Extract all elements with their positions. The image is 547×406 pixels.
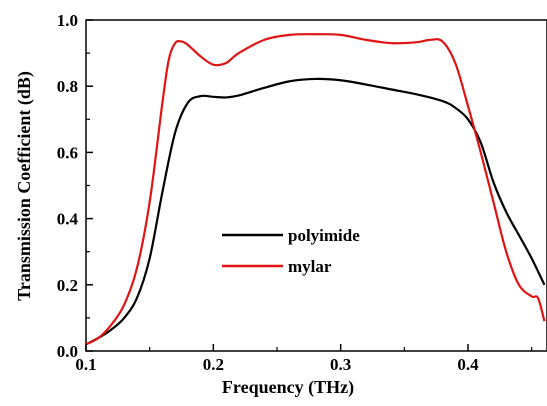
y-tick-label: 0.0 bbox=[57, 342, 78, 361]
x-tick-label: 0.3 bbox=[330, 355, 351, 374]
y-tick-label: 0.2 bbox=[57, 276, 78, 295]
legend-label-polyimide: polyimide bbox=[288, 226, 360, 245]
x-tick-label: 0.1 bbox=[75, 355, 96, 374]
x-tick-label: 0.2 bbox=[203, 355, 224, 374]
legend: polyimide mylar bbox=[222, 226, 360, 276]
y-tick-label: 0.4 bbox=[57, 210, 79, 229]
legend-label-mylar: mylar bbox=[288, 257, 332, 276]
y-tick-label: 0.6 bbox=[57, 143, 78, 162]
y-tick-label: 0.8 bbox=[57, 77, 78, 96]
plot-frame bbox=[85, 19, 547, 352]
x-axis-label: Frequency (THz) bbox=[222, 377, 354, 398]
x-tick-label: 0.4 bbox=[457, 355, 479, 374]
y-axis-label: Transmission Coefficient (dB) bbox=[14, 71, 35, 301]
y-tick-label: 1.0 bbox=[57, 11, 78, 30]
series-line-mylar bbox=[86, 33, 546, 346]
series-line-polyimide bbox=[86, 77, 546, 346]
